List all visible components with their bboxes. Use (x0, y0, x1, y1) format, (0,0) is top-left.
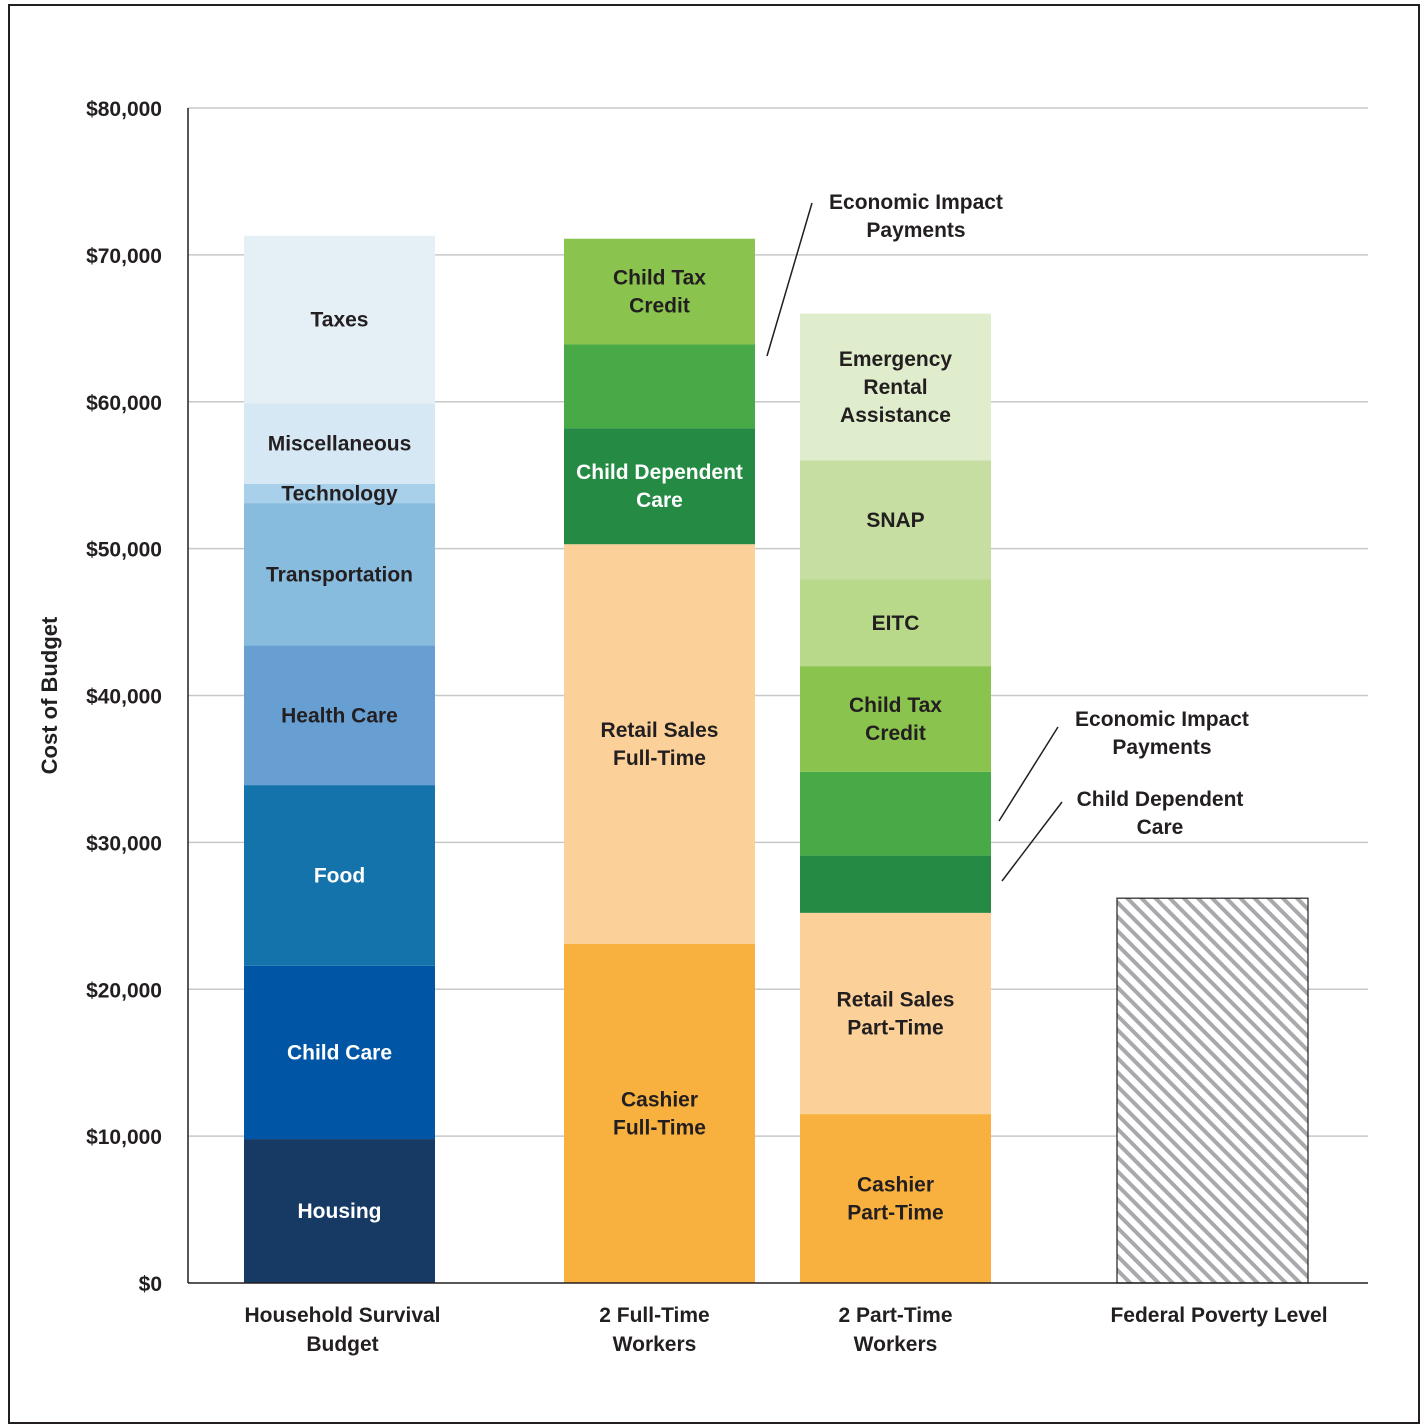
bar-segment (800, 666, 991, 772)
y-tick-label: $50,000 (86, 539, 162, 562)
annotation-leader-line (998, 726, 1059, 822)
y-tick-label: $80,000 (86, 98, 162, 121)
bar-segment (564, 943, 755, 1283)
category-label: 2 Full-Time Workers (599, 1304, 709, 1356)
y-axis-ticks: $0 $10,000 $20,000 $30,000 $40,000 $50,000 $60… (86, 98, 162, 1296)
annotation-label: Economic Impact Payments (829, 191, 1003, 242)
category-label: Federal Poverty Level (1110, 1304, 1327, 1327)
y-tick-label: $0 (139, 1273, 162, 1296)
y-tick-label: $40,000 (86, 686, 162, 709)
segment-label: Emergency Rental Assistance (839, 348, 953, 427)
bar-segment (244, 965, 435, 1140)
segment-label: Child Care (287, 1041, 392, 1064)
y-tick-label: $60,000 (86, 392, 162, 415)
bar-segment (800, 1114, 991, 1283)
bar-segment (800, 855, 991, 913)
segment-label: Housing (298, 1200, 382, 1223)
annotation-label: Child Dependent Care (1077, 788, 1244, 839)
segment-label: Taxes (311, 309, 369, 332)
segment-label: Retail Sales Part-Time (837, 988, 955, 1039)
y-tick-label: $70,000 (86, 245, 162, 268)
segment-label: Transportation (266, 563, 413, 586)
bar-segment (244, 503, 435, 646)
bar-segment (800, 313, 991, 461)
bar-segment (800, 460, 991, 580)
y-axis-title: Cost of Budget (37, 616, 62, 774)
bar-segment (244, 484, 435, 504)
y-tick-label: $20,000 (86, 979, 162, 1002)
annotation-label: Economic Impact Payments (1075, 708, 1249, 759)
bar-segment (564, 544, 755, 944)
bar-segment (1116, 897, 1309, 1284)
segment-label: EITC (872, 612, 920, 635)
segment-label: Food (314, 864, 365, 887)
bar-segment (564, 344, 755, 429)
segment-label: Cashier Part-Time (847, 1174, 943, 1225)
annotation-leader-line (1001, 801, 1063, 882)
bar-segment (244, 645, 435, 786)
annotation-leader-line (766, 202, 813, 357)
bar-segment (244, 785, 435, 966)
y-tick-label: $10,000 (86, 1126, 162, 1149)
bar-segment (800, 771, 991, 856)
bars (244, 235, 1309, 1284)
segment-labels: Housing Child Care Food Health Care Transpor… (266, 267, 954, 1225)
bar-segment (800, 579, 991, 667)
segment-label: Child Tax Credit (613, 267, 706, 318)
y-tick-label: $30,000 (86, 832, 162, 855)
category-label: 2 Part-Time Workers (839, 1304, 953, 1356)
segment-label: Child Dependent Care (576, 461, 743, 512)
bar-segment (244, 1139, 435, 1283)
segment-label: Retail Sales Full-Time (601, 719, 719, 770)
segment-label: Health Care (281, 704, 398, 727)
bar-segment (244, 235, 435, 404)
bar-segment (564, 428, 755, 545)
category-label: Household Survival Budget (244, 1304, 440, 1356)
category-labels: Household Survival Budget 2 Full-Time Worke… (244, 1304, 1327, 1356)
segment-label: SNAP (866, 509, 924, 532)
segment-label: Miscellaneous (268, 433, 412, 456)
segment-label: Cashier Full-Time (613, 1088, 706, 1139)
bar-segment (800, 912, 991, 1115)
bar-segment (564, 238, 755, 345)
bar-segment (244, 403, 435, 484)
segment-label: Technology (281, 483, 398, 506)
annotations: Economic Impact Payments Economic Impact Pa… (766, 191, 1249, 882)
segment-label: Child Tax Credit (849, 694, 942, 745)
